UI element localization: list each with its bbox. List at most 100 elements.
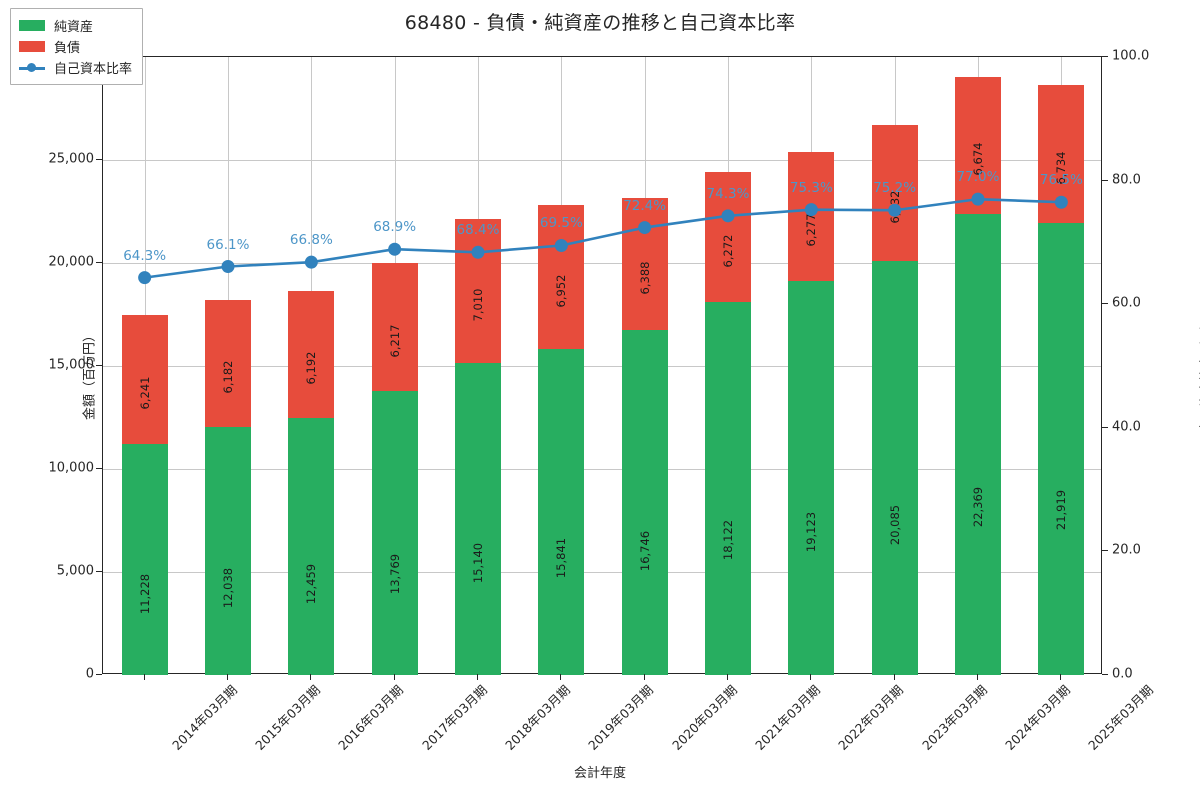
bar-segment-equity[interactable]: 12,038 <box>205 427 251 675</box>
x-axis-tick-label: 2019年03月期 <box>585 682 657 753</box>
ratio-value-label: 64.3% <box>123 247 167 264</box>
y-axis-left-tick: 25,000 <box>48 151 95 167</box>
ratio-value-label: 66.8% <box>289 232 333 249</box>
ratio-line-marker[interactable] <box>721 209 735 223</box>
bar-segment-equity[interactable]: 13,769 <box>371 391 418 675</box>
y-axis-right-tick: 60.0 <box>1112 295 1141 311</box>
ratio-value-label: 72.4% <box>623 197 667 214</box>
x-axis-tick-label: 2016年03月期 <box>335 682 407 753</box>
y-axis-right-tick-mark <box>1102 303 1108 305</box>
y-axis-right-label: 自己資本比率（%） <box>1196 275 1200 475</box>
x-axis-tick-mark <box>977 674 978 680</box>
ratio-value-label: 68.9% <box>373 219 417 236</box>
y-axis-left-tick-mark <box>96 262 102 263</box>
bar-segment-liability[interactable]: 6,182 <box>205 299 251 427</box>
ratio-line-marker[interactable] <box>971 192 985 206</box>
ratio-line-marker[interactable] <box>471 245 485 259</box>
x-axis-tick-label: 2025年03月期 <box>1085 682 1157 753</box>
ratio-value-label: 76.5% <box>1039 172 1083 189</box>
y-axis-right-tick-mark <box>1102 550 1108 552</box>
x-axis-tick-mark <box>143 674 145 680</box>
ratio-line-path <box>144 197 1062 279</box>
x-axis-tick-mark <box>393 674 395 680</box>
bar-segment-equity[interactable]: 21,919 <box>1038 223 1085 675</box>
x-axis-tick-label: 2014年03月期 <box>168 682 240 753</box>
bar-segment-equity[interactable]: 18,122 <box>705 301 751 675</box>
y-axis-right-tick: 100.0 <box>1112 48 1150 64</box>
ratio-line-marker[interactable] <box>138 271 152 285</box>
bar-segment-equity[interactable]: 15,841 <box>538 348 585 675</box>
legend-item[interactable]: 負債 <box>19 36 132 57</box>
y-axis-left-tick-mark <box>96 571 102 572</box>
legend-swatch-icon <box>19 41 45 52</box>
y-axis-left-tick: 20,000 <box>48 254 95 270</box>
ratio-line-marker[interactable] <box>638 221 652 235</box>
gridline-horizontal <box>103 160 1101 161</box>
plot-area: 11,228 6,241 12,038 6,182 12,459 6,192 13,769 6… <box>102 56 1102 675</box>
legend-item[interactable]: 自己資本比率 <box>19 57 132 78</box>
y-axis-left-tick: 5,000 <box>56 563 94 579</box>
bar-segment-liability[interactable]: 6,241 <box>121 315 168 444</box>
ratio-value-label: 74.3% <box>706 185 750 202</box>
x-axis-tick-label: 2020年03月期 <box>668 682 740 753</box>
y-axis-left-tick: 15,000 <box>48 357 95 373</box>
y-axis-right-tick-mark <box>1102 674 1108 675</box>
ratio-line-series <box>138 192 1068 285</box>
bar-segment-equity[interactable]: 19,123 <box>788 281 835 675</box>
ratio-line-marker[interactable] <box>554 238 568 252</box>
bar-segment-liability[interactable]: 6,192 <box>288 290 335 419</box>
x-axis-tick-label: 2024年03月期 <box>1002 682 1073 753</box>
ratio-line-marker[interactable] <box>221 260 235 274</box>
bar-segment-liability[interactable]: 6,952 <box>538 205 585 349</box>
y-axis-right-tick: 40.0 <box>1112 419 1141 435</box>
ratio-line-marker[interactable] <box>388 242 402 256</box>
y-axis-right-tick: 0.0 <box>1112 666 1133 682</box>
legend-item-label: 負債 <box>54 41 81 56</box>
gridline-horizontal <box>103 366 1101 367</box>
bar-segment-liability[interactable]: 6,674 <box>955 76 1001 215</box>
bar-segment-liability[interactable]: 7,010 <box>455 218 501 364</box>
ratio-line-marker[interactable] <box>804 203 818 217</box>
y-axis-left-tick-mark <box>96 674 102 675</box>
bar-segment-liability[interactable]: 6,388 <box>621 198 668 331</box>
ratio-value-label: 69.5% <box>539 215 583 232</box>
bar-segment-liability[interactable]: 6,632 <box>871 124 918 262</box>
ratio-line-marker[interactable] <box>1054 195 1068 209</box>
bar-segment-equity[interactable]: 12,459 <box>288 418 335 675</box>
y-axis-left-tick-mark <box>96 468 102 469</box>
bar-segment-equity[interactable]: 20,085 <box>871 261 918 675</box>
y-axis-left-tick-mark <box>96 159 102 160</box>
y-axis-right-tick-mark <box>1102 426 1108 428</box>
legend-item[interactable]: 純資産 <box>19 15 132 36</box>
legend-line-icon <box>19 62 45 73</box>
bar-segment-liability[interactable]: 6,272 <box>705 172 751 302</box>
bar-segment-liability[interactable]: 6,277 <box>788 151 835 282</box>
bar-segment-equity[interactable]: 22,369 <box>955 214 1001 675</box>
x-axis-tick-label: 2015年03月期 <box>252 682 323 753</box>
y-axis-right-tick: 20.0 <box>1112 542 1141 558</box>
bar-segment-equity[interactable]: 16,746 <box>621 330 668 675</box>
legend-item-label: 自己資本比率 <box>54 62 133 77</box>
page-title: 68480 - 負債・純資産の推移と自己資本比率 <box>404 12 796 34</box>
y-axis-left-tick: 10,000 <box>48 460 95 476</box>
x-axis-tick-mark <box>477 674 478 680</box>
bar-segment-equity[interactable]: 15,140 <box>455 363 501 675</box>
x-axis-tick-label: 2022年03月期 <box>835 682 907 753</box>
bar-segment-liability[interactable]: 6,217 <box>371 263 418 392</box>
bar-segment-equity[interactable]: 11,228 <box>121 443 168 675</box>
x-axis-label: 会計年度 <box>573 766 626 781</box>
x-axis-tick-mark <box>310 674 312 680</box>
ratio-line-marker[interactable] <box>888 203 902 217</box>
x-axis-tick-label: 2021年03月期 <box>752 682 823 753</box>
ratio-line-marker[interactable] <box>304 255 318 269</box>
y-axis-left-tick-mark <box>96 365 102 366</box>
legend-swatch-icon <box>19 20 45 31</box>
ratio-value-label: 66.1% <box>206 236 250 253</box>
x-axis-tick-mark <box>810 674 812 680</box>
gridline-horizontal <box>103 572 1101 573</box>
x-axis-tick-mark <box>560 674 562 680</box>
y-axis-right-tick-mark <box>1102 179 1108 181</box>
y-axis-right-tick-mark <box>1102 56 1108 57</box>
x-axis-tick-label: 2018年03月期 <box>502 682 573 753</box>
